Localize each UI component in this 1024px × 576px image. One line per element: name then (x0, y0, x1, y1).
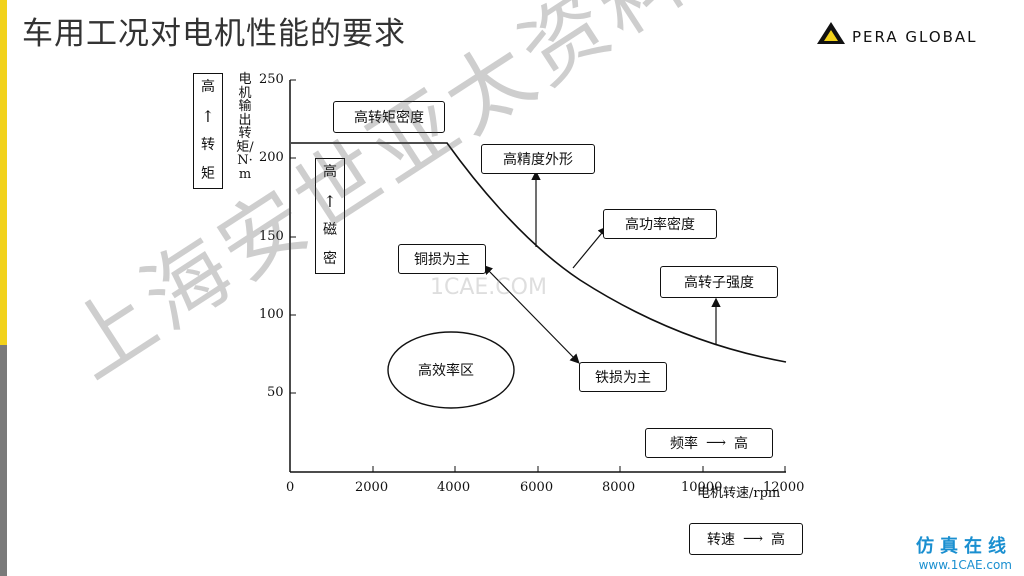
logo-triangle-icon (817, 22, 845, 44)
flux-density-direction-box: 高 ↑ 磁 密 (315, 158, 345, 274)
frequency-value: 高 (734, 436, 749, 452)
x-tick-label: 6000 (520, 480, 554, 495)
y-tick-label: 50 (267, 385, 284, 400)
torque-box-char1: 转 (201, 137, 215, 154)
label-high-rotor-strength: 高转子强度 (660, 266, 778, 298)
speed-label: 转速 (706, 532, 735, 548)
torque-box-char2: 矩 (201, 165, 215, 182)
frequency-high-box: 频率 ⟶ 高 (645, 428, 773, 458)
logo-text: PERA GLOBAL (852, 28, 978, 46)
y-tick-label: 100 (259, 307, 284, 322)
x-tick-label: 4000 (437, 480, 471, 495)
arrow-copper-iron-loss (482, 264, 580, 364)
label-copper-loss: 铜损为主 (398, 244, 486, 274)
site-watermark-bottom: 仿真在线 www.1CAE.com (916, 532, 1012, 572)
speed-high-box: 转速 ⟶ 高 (689, 523, 803, 555)
accent-bar-grey (0, 345, 7, 576)
site-name-cn: 仿真在线 (916, 536, 1012, 557)
up-arrow-icon: ↑ (201, 106, 215, 126)
x-axis-label: 电机转速/rpm (697, 486, 780, 501)
site-url: www.1CAE.com (918, 558, 1012, 572)
arrow-high-power-density (572, 226, 608, 269)
x-tick-label: 8000 (602, 480, 636, 495)
speed-value: 高 (771, 532, 786, 548)
up-arrow-icon: ↑ (323, 191, 337, 211)
torque-direction-box: 高 ↑ 转 矩 (193, 73, 223, 189)
y-axis-label: 电机输出转矩/N·m (236, 72, 254, 182)
faint-site-watermark: 1CAE.COM (430, 275, 547, 300)
frequency-label: 频率 (669, 436, 698, 452)
right-arrow-icon: ⟶ (742, 531, 764, 547)
label-high-precision: 高精度外形 (481, 144, 595, 174)
flux-box-char1: 磁 (323, 222, 337, 239)
label-iron-loss: 铁损为主 (579, 362, 667, 392)
flux-box-top: 高 (323, 164, 337, 180)
torque-speed-curve (291, 142, 787, 363)
label-high-power-density: 高功率密度 (603, 209, 717, 239)
y-tick-label: 150 (259, 229, 284, 244)
y-tick-label: 250 (259, 72, 284, 87)
accent-bar (0, 0, 7, 345)
torque-box-top: 高 (201, 79, 215, 95)
slide-title: 车用工况对电机性能的要求 (22, 16, 406, 52)
flux-box-char2: 密 (323, 250, 337, 267)
high-efficiency-ellipse (387, 331, 515, 409)
pera-global-logo: PERA GLOBAL (814, 20, 1014, 50)
label-high-torque-density: 高转矩密度 (333, 101, 445, 133)
x-tick-label: 0 (286, 480, 295, 495)
label-high-efficiency-zone: 高效率区 (418, 363, 474, 379)
x-tick-label: 12000 (763, 480, 805, 495)
x-tick-label: 2000 (355, 480, 389, 495)
y-tick-label: 200 (259, 150, 284, 165)
right-arrow-icon: ⟶ (705, 435, 727, 451)
x-axis-label-line2: rpm (753, 486, 781, 501)
x-axis-label-line1: 电机转速/ (697, 486, 754, 501)
x-tick-label: 10000 (681, 480, 723, 495)
